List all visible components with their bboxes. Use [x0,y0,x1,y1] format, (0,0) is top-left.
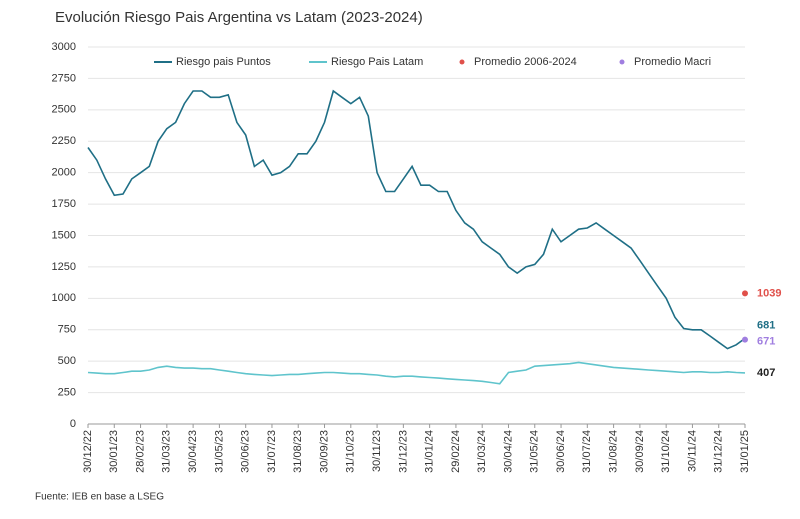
y-tick-label: 0 [70,418,76,430]
x-tick-label: 31/01/24 [424,430,436,473]
x-tick-label: 30/09/23 [318,430,330,473]
x-tick-label: 31/07/23 [266,430,278,473]
line [87,361,746,385]
x-tick-label: 31/01/25 [739,430,751,473]
legend-label: Riesgo Pais Latam [331,56,423,68]
y-tick-label: 2250 [52,135,76,147]
x-tick-label: 31/07/24 [581,430,593,473]
y-tick-label: 2500 [52,104,76,116]
x-tick-label: 31/05/23 [213,430,225,473]
y-tick-label: 500 [58,355,76,367]
y-tick-label: 2750 [52,72,76,84]
data-label: 407 [757,367,775,379]
x-tick-label: 31/05/24 [529,430,541,473]
x-tick-label: 31/03/23 [161,430,173,473]
legend-label: Promedio Macri [634,56,711,68]
x-tick-label: 31/08/23 [292,430,304,473]
x-tick-label: 28/02/23 [134,430,146,473]
legend-label: Riesgo pais Puntos [176,56,271,68]
data-label: 671 [757,336,775,348]
x-tick-label: 29/02/24 [450,430,462,473]
chart-title: Evolución Riesgo Pais Argentina vs Latam… [55,9,423,26]
y-tick-label: 750 [58,324,76,336]
source: Fuente: IEB en base a LSEG [35,492,164,503]
data-label: 1039 [757,287,781,299]
legend-marker [459,59,465,65]
y-tick-label: 1250 [52,261,76,273]
x-tick-label: 30/11/24 [686,430,698,472]
legend-label: Promedio 2006-2024 [474,56,577,68]
y-tick-label: 1000 [52,292,76,304]
y-tick-label: 2000 [52,167,76,179]
point [742,336,748,343]
y-tick-label: 3000 [52,41,76,53]
x-tick-label: 30/09/24 [634,430,646,473]
x-tick-label: 31/10/23 [345,430,357,473]
x-tick-label: 30/12/22 [82,430,94,473]
x-tick-label: 31/12/24 [713,430,725,473]
x-tick-label: 30/06/24 [555,430,567,473]
x-tick-label: 31/03/24 [476,430,488,473]
x-tick-label: 30/04/23 [187,430,199,473]
x-tick-label: 31/12/23 [397,430,409,473]
x-tick-label: 31/08/24 [608,430,620,473]
x-tick-label: 30/06/23 [240,430,252,473]
y-tick-label: 1500 [52,229,76,241]
legend-marker [619,59,625,65]
y-tick-label: 1750 [52,198,76,210]
data-label: 681 [757,319,775,331]
y-tick-label: 250 [58,386,76,398]
x-tick-label: 30/11/23 [371,430,383,472]
x-tick-label: 31/10/24 [660,430,672,473]
x-tick-label: 30/04/24 [502,430,514,473]
point [742,290,748,297]
x-tick-label: 30/01/23 [108,430,120,473]
line [87,89,746,350]
